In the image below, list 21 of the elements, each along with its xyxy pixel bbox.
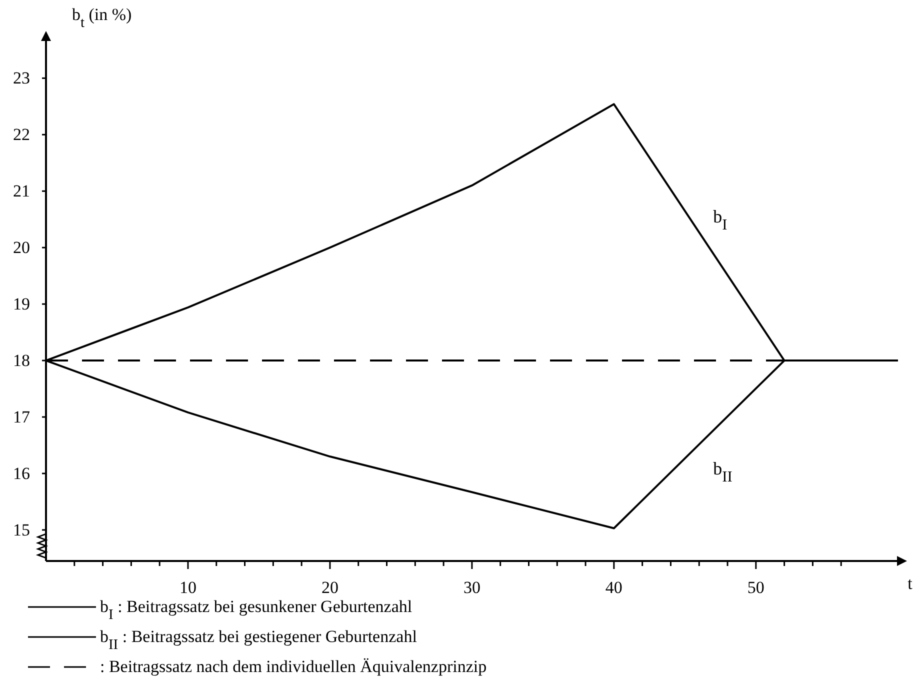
x-tick-label: 40: [605, 578, 622, 598]
legend-label: : Beitragssatz nach dem individuellen Äquivalenzprinzip: [100, 657, 487, 676]
annotation: b$_{II}$: [713, 458, 732, 486]
y-tick-label: 15: [13, 520, 30, 540]
x-axis-title: t: [908, 574, 913, 593]
x-tick-label: 50: [747, 578, 764, 598]
y-tick-label: 21: [13, 182, 30, 201]
y-tick-label: 18: [13, 350, 30, 370]
annotation: b$_{I}$: [713, 206, 728, 234]
x-tick-label: 20: [321, 578, 338, 598]
x-tick-label: 30: [463, 578, 480, 598]
legend-label: b$_{II}$ : Beitragssatz bei gestiegener Geburtenzahl: [100, 627, 418, 653]
y-tick-label: 22: [13, 125, 30, 144]
y-tick-label: 23: [13, 68, 30, 88]
y-tick-label: 17: [13, 407, 30, 426]
y-tick-label: 16: [13, 464, 30, 483]
y-tick-label: 19: [13, 294, 30, 314]
legend-label: b$_{I}$ : Beitragssatz bei gesunkener Geburtenzahl: [100, 597, 412, 623]
y-axis-title: b$_{t}$ (in %): [72, 5, 132, 31]
y-tick-label: 20: [13, 238, 30, 258]
x-tick-label: 10: [179, 578, 196, 598]
